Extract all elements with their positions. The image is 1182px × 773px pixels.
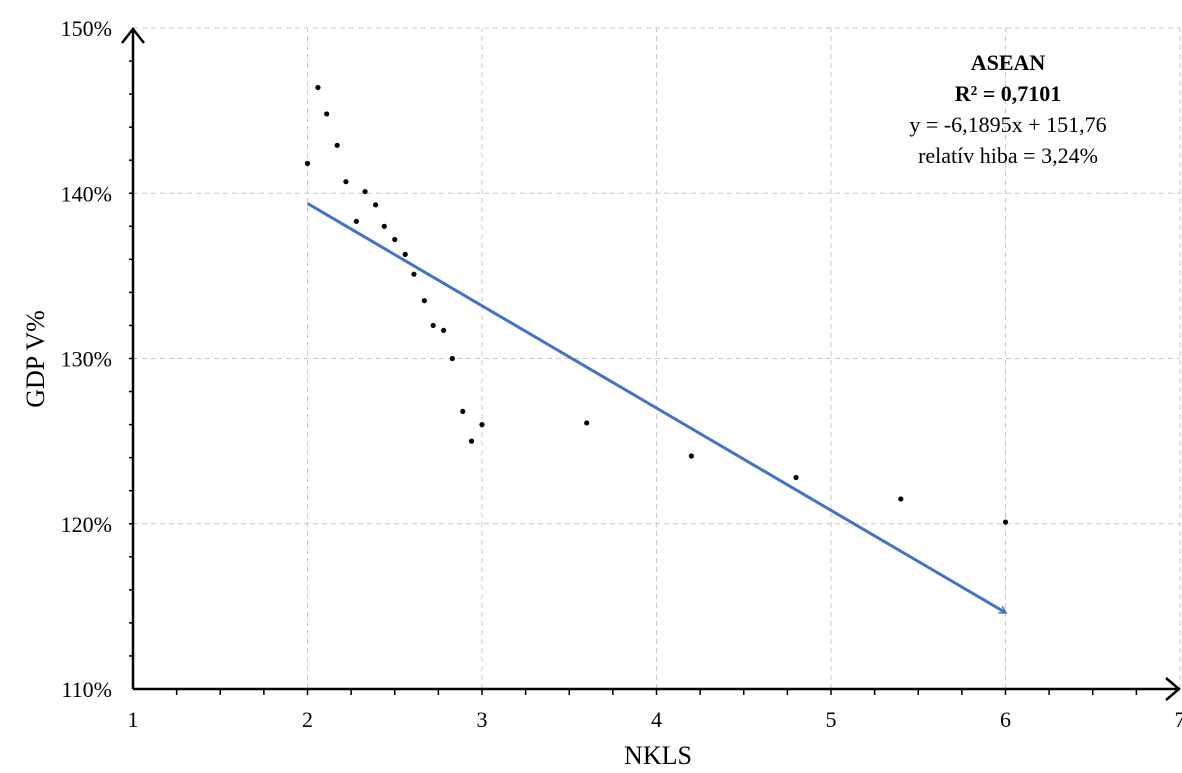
data-point bbox=[793, 474, 799, 481]
x-axis-title: NKLS bbox=[624, 741, 692, 770]
x-tick-label: 4 bbox=[651, 707, 662, 732]
data-point bbox=[402, 251, 408, 257]
data-points bbox=[304, 84, 1009, 525]
annotation-box: ASEAN R² = 0,7101 y = -6,1895x + 151,76 … bbox=[909, 50, 1106, 168]
tick-labels: 1 2 3 4 5 6 7 110% 120% 130% 140% 150% bbox=[61, 16, 1182, 732]
x-tick-label: 6 bbox=[1000, 707, 1011, 732]
x-axis-arrow bbox=[1165, 677, 1181, 701]
gridlines bbox=[133, 27, 1181, 689]
data-point bbox=[381, 223, 387, 229]
annotation-title: ASEAN bbox=[971, 50, 1046, 75]
data-point bbox=[898, 496, 904, 502]
data-point bbox=[430, 322, 436, 329]
data-point bbox=[343, 179, 349, 185]
x-tick-label: 3 bbox=[477, 707, 488, 732]
y-tick-label: 120% bbox=[61, 512, 112, 537]
data-point bbox=[315, 84, 321, 91]
y-tick-label: 150% bbox=[61, 16, 112, 41]
data-point bbox=[392, 236, 398, 243]
annotation-error: relatív hiba = 3,24% bbox=[918, 143, 1098, 168]
x-tick-label: 1 bbox=[128, 707, 139, 732]
trendline bbox=[306, 202, 1006, 614]
y-tick-label: 130% bbox=[61, 347, 112, 372]
data-point bbox=[468, 438, 475, 444]
x-tick-label: 7 bbox=[1175, 707, 1182, 732]
y-axis-arrow bbox=[121, 26, 145, 44]
data-point bbox=[421, 298, 428, 304]
data-point bbox=[334, 142, 340, 148]
data-point bbox=[362, 188, 368, 195]
y-tick-label: 110% bbox=[61, 677, 112, 702]
data-point bbox=[449, 355, 455, 362]
annotation-equation: y = -6,1895x + 151,76 bbox=[909, 112, 1106, 137]
annotation-r2: R² = 0,7101 bbox=[955, 81, 1062, 106]
data-point bbox=[372, 202, 379, 208]
x-tick-label: 2 bbox=[302, 707, 313, 732]
data-point bbox=[441, 327, 447, 334]
data-point bbox=[1002, 519, 1009, 525]
y-tick-label: 140% bbox=[61, 181, 112, 206]
data-point bbox=[584, 420, 590, 426]
data-point bbox=[479, 422, 485, 428]
data-point bbox=[688, 453, 695, 459]
x-tick-label: 5 bbox=[826, 707, 837, 732]
data-point bbox=[304, 160, 311, 167]
data-point bbox=[460, 408, 466, 414]
data-point bbox=[411, 271, 417, 277]
data-point bbox=[324, 111, 330, 117]
y-axis-title: GDP V% bbox=[21, 310, 50, 408]
axes bbox=[121, 26, 1181, 701]
data-point bbox=[353, 218, 359, 224]
